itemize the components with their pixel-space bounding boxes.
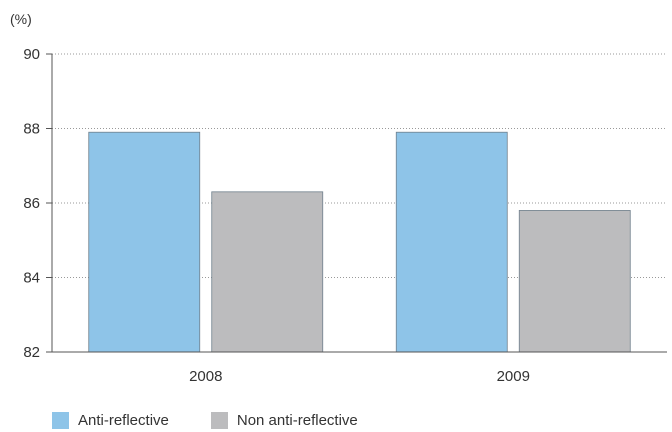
y-tick-label-90: 90 xyxy=(23,46,40,63)
legend-swatch-non-anti-reflective xyxy=(210,412,228,429)
legend-swatch-anti-reflective xyxy=(52,412,69,429)
x-tick-label-2009: 2009 xyxy=(497,368,530,385)
y-axis-ticks: 82 84 86 88 90 xyxy=(23,46,52,361)
x-tick-label-2008: 2008 xyxy=(189,368,222,385)
legend-label-non-anti-reflective: Non anti-reflective xyxy=(236,412,358,429)
y-tick-label-82: 82 xyxy=(23,344,40,361)
legend-label-anti-reflective: Anti-reflective xyxy=(78,412,169,429)
legend-item-non-anti-reflective: Non anti-reflective xyxy=(210,412,358,429)
legend: Anti-reflective Non anti-reflective xyxy=(52,412,400,429)
bar-2008-anti-reflective xyxy=(88,131,201,353)
y-tick-label-84: 84 xyxy=(23,270,40,287)
y-axis-unit-label: (%) xyxy=(10,11,32,27)
bars xyxy=(88,131,631,353)
bar-2009-non-anti-reflective xyxy=(518,210,631,353)
bar-2008-non-anti-reflective xyxy=(211,191,324,353)
x-axis-ticks: 2008 2009 xyxy=(189,368,530,385)
y-tick-label-86: 86 xyxy=(23,195,40,212)
y-tick-label-88: 88 xyxy=(23,121,40,138)
legend-item-anti-reflective: Anti-reflective xyxy=(52,412,169,429)
bar-chart: (%) 82 84 86 88 90 2008 2009 xyxy=(10,11,667,385)
bar-2009-anti-reflective xyxy=(395,131,508,353)
